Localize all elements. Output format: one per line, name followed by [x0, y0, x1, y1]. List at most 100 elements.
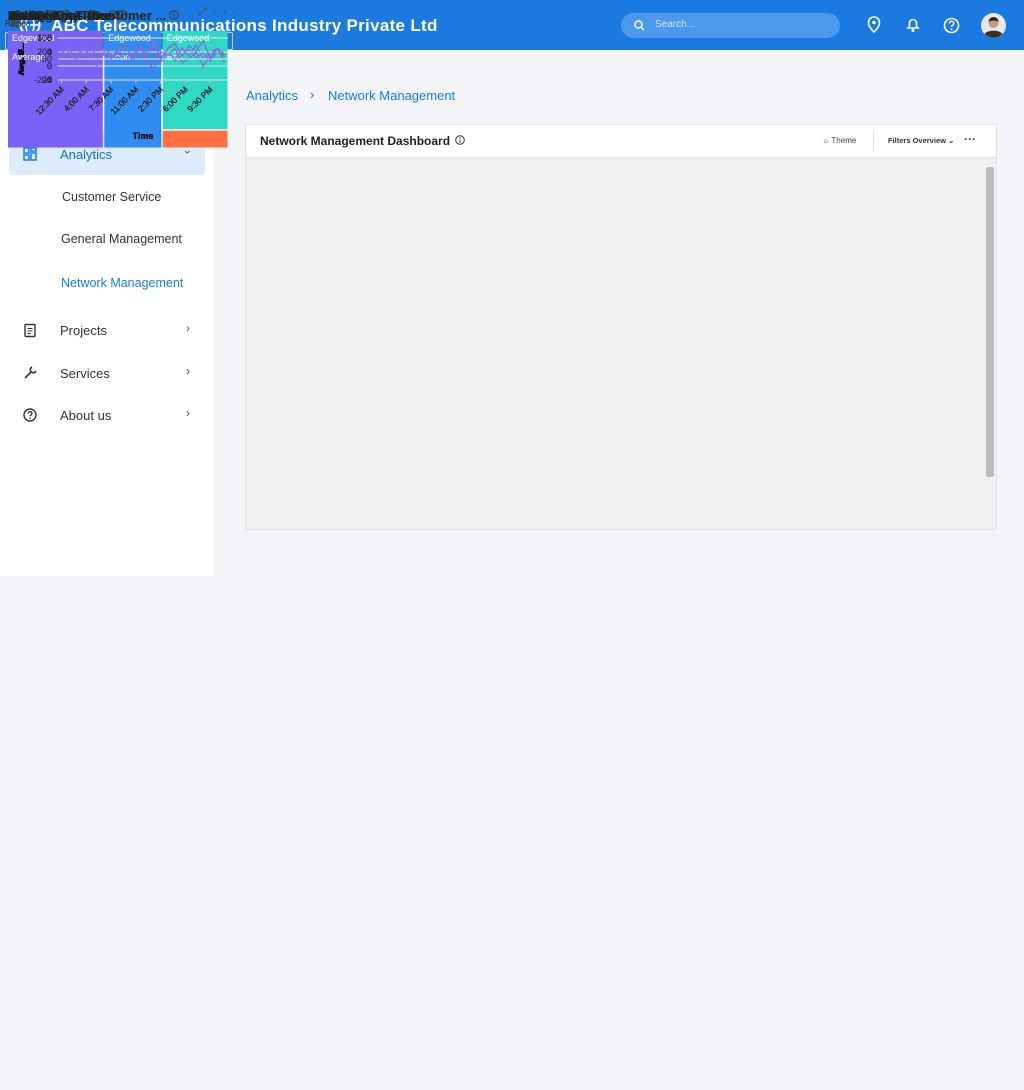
- card-title-text: Bit Rate: [8, 8, 58, 23]
- kpi-value: 25: [10, 18, 23, 30]
- card-title: Bit Rate: [8, 8, 70, 23]
- y-tick-label: 8: [47, 33, 52, 43]
- search-placeholder: Search...: [655, 19, 696, 30]
- info-glyph: [87, 10, 97, 20]
- y-tick-label: 60: [42, 54, 52, 64]
- tile-region: Edgewood: [12, 33, 55, 43]
- x-tick-label: 6:00 PM: [160, 84, 189, 113]
- series-line: [61, 39, 225, 64]
- card-title: Call Setup Time: [8, 8, 119, 23]
- card-title-text: Delay: [8, 8, 43, 23]
- nav-item[interactable]: Projects ›: [0, 321, 214, 341]
- card: Bit Rate: [0, 8, 236, 1090]
- avatar[interactable]: [981, 13, 1006, 38]
- info-icon[interactable]: [169, 8, 180, 23]
- filters-button[interactable]: Filters Overview ⌄: [888, 136, 955, 145]
- theme-button[interactable]: ☼ Theme: [822, 136, 857, 145]
- help-icon[interactable]: [943, 17, 960, 34]
- info-glyph: [60, 10, 70, 20]
- x-tick-label: 9:30 PM: [185, 84, 214, 113]
- x-axis-label: Time: [133, 131, 154, 141]
- search-icon: [634, 20, 645, 31]
- y-axis-label: Avg. T...: [16, 43, 26, 75]
- info-icon[interactable]: [114, 8, 124, 23]
- divider: [873, 131, 874, 151]
- y-tick-label: 0: [47, 61, 52, 71]
- x-tick-label: 4:00 AM: [62, 84, 91, 113]
- nav-subitem[interactable]: Network Management: [61, 276, 184, 290]
- nav-item[interactable]: Services ›: [0, 364, 214, 384]
- y-tick-label: -4: [44, 75, 52, 85]
- y-tick-label: 100: [37, 33, 52, 43]
- info-glyph: [114, 10, 124, 20]
- x-axis-label: Time: [133, 131, 154, 141]
- card-title-text: Round-Trip Time: [8, 8, 112, 23]
- search-box[interactable]: Search...: [621, 13, 840, 38]
- more-button[interactable]: ···: [964, 132, 976, 146]
- y-tick-label: 8: [47, 33, 52, 43]
- nav-subitem[interactable]: General Management: [61, 232, 182, 246]
- chart-tools[interactable]: ⤢···: [198, 6, 242, 18]
- info-icon[interactable]: [45, 8, 56, 23]
- tile-label: Bad: [167, 52, 183, 62]
- info-icon[interactable]: [455, 134, 465, 148]
- card: Jitter: [0, 8, 237, 1028]
- y-tick-label: -200: [34, 75, 52, 85]
- dashboard-title: Network Management Dashboard: [260, 134, 451, 148]
- y-axis-label: Avg. P...: [16, 43, 26, 75]
- info-icon[interactable]: [42, 8, 53, 23]
- treemap-tile: [104, 31, 162, 148]
- location-icon[interactable]: [866, 16, 882, 34]
- nav-item[interactable]: Analytics ›: [0, 145, 214, 165]
- nav-chevron: ›: [186, 364, 190, 378]
- card-title-text: Call Setup Time: [8, 8, 106, 23]
- dashboard-header: Network Management Dashboard ☼ Theme Fil…: [246, 125, 996, 158]
- y-axis-label: Avg. T...: [16, 43, 26, 75]
- nav-label: Projects: [60, 323, 107, 338]
- info-icon[interactable]: [108, 8, 119, 23]
- breadcrumb-item[interactable]: Analytics: [246, 88, 299, 103]
- y-tick-label: 0: [47, 61, 52, 71]
- card: Throughput Time 100 60 20 12:30 AM 4:00 AM 7:3…: [0, 8, 236, 997]
- nav-label: Services: [60, 366, 110, 381]
- nav-icon: [23, 147, 37, 161]
- kpi-value: 47: [10, 18, 23, 30]
- nav-chevron: ›: [186, 406, 190, 420]
- info-glyph: [45, 10, 56, 20]
- dashboard-title-wrap: Network Management Dashboard: [260, 134, 465, 148]
- tile-label: Average: [12, 52, 45, 62]
- x-tick-label: 2:30 PM: [136, 84, 165, 113]
- x-tick-label: 12:30 AM: [33, 84, 65, 116]
- card-title: Round-Trip Time: [8, 8, 124, 23]
- nav-subitem[interactable]: Customer Service: [62, 190, 162, 204]
- scrollbar: [986, 167, 994, 477]
- app-title: ABC Telecommunications Industry Private …: [51, 16, 438, 35]
- y-tick-label: 4: [47, 47, 52, 57]
- y-tick-label: -4: [44, 75, 52, 85]
- card: Packet Loss 8 4 0 -4 12:30 AM 4:00 AM 7:30 AM 11…: [0, 6, 236, 842]
- y-tick-label: 4: [47, 47, 52, 57]
- y-tick-label: 400: [37, 33, 52, 43]
- y-tick-label: 200: [37, 47, 52, 57]
- y-axis-label: Avg. D...: [16, 42, 26, 76]
- treemap-tile: [162, 130, 228, 148]
- card: Round-Trip Time: [0, 8, 236, 1059]
- nav-item[interactable]: About us ›: [0, 406, 214, 426]
- nav-icon: [23, 408, 37, 422]
- info-glyph: [455, 135, 465, 145]
- info-icon[interactable]: [60, 8, 70, 23]
- info-glyph: [42, 10, 53, 20]
- card-title-text: Jitter: [8, 8, 40, 23]
- dashboard-panel: Network Management Dashboard ☼ Theme Fil…: [245, 124, 997, 530]
- notification-icon[interactable]: [905, 16, 921, 34]
- y-tick-label: 20: [42, 75, 52, 85]
- nav-chevron: ›: [186, 321, 190, 335]
- page: ABC Telecommunications Industry Private …: [0, 0, 1024, 576]
- card-title: Jitter: [8, 8, 53, 23]
- breadcrumb-separator: ›: [310, 87, 315, 102]
- y-tick-label: 0: [47, 61, 52, 71]
- info-glyph: [108, 10, 119, 20]
- info-icon[interactable]: [87, 8, 97, 23]
